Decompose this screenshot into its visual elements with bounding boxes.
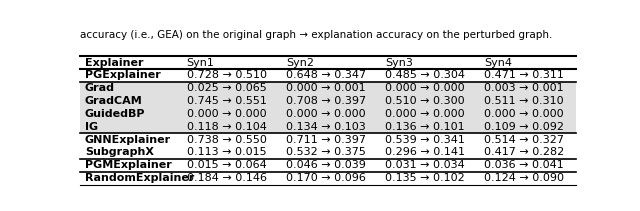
Bar	[80, 82, 576, 133]
Text: 0.738 → 0.550: 0.738 → 0.550	[187, 135, 266, 145]
Text: GradCAM: GradCAM	[85, 96, 143, 106]
Text: 0.000 → 0.000: 0.000 → 0.000	[286, 109, 365, 119]
Text: 0.648 → 0.347: 0.648 → 0.347	[286, 70, 366, 80]
Text: 0.170 → 0.096: 0.170 → 0.096	[286, 173, 365, 183]
Text: GNNExplainer: GNNExplainer	[85, 135, 171, 145]
Text: 0.511 → 0.310: 0.511 → 0.310	[484, 96, 564, 106]
Text: 0.184 → 0.146: 0.184 → 0.146	[187, 173, 267, 183]
Text: Syn2: Syn2	[286, 58, 314, 68]
Text: PGExplainer: PGExplainer	[85, 70, 161, 80]
Text: 0.134 → 0.103: 0.134 → 0.103	[286, 122, 365, 132]
Text: 0.000 → 0.000: 0.000 → 0.000	[385, 83, 465, 93]
Text: 0.485 → 0.304: 0.485 → 0.304	[385, 70, 465, 80]
Text: 0.000 → 0.000: 0.000 → 0.000	[385, 109, 465, 119]
Text: 0.118 → 0.104: 0.118 → 0.104	[187, 122, 266, 132]
Text: 0.510 → 0.300: 0.510 → 0.300	[385, 96, 465, 106]
Text: 0.124 → 0.090: 0.124 → 0.090	[484, 173, 564, 183]
Text: 0.136 → 0.101: 0.136 → 0.101	[385, 122, 465, 132]
Text: Grad: Grad	[85, 83, 115, 93]
Text: 0.728 → 0.510: 0.728 → 0.510	[187, 70, 267, 80]
Text: IG: IG	[85, 122, 98, 132]
Text: 0.025 → 0.065: 0.025 → 0.065	[187, 83, 266, 93]
Text: Explainer: Explainer	[85, 58, 143, 68]
Text: accuracy (i.e., GEA) on the original graph → explanation accuracy on the perturb: accuracy (i.e., GEA) on the original gra…	[80, 30, 552, 40]
Text: 0.135 → 0.102: 0.135 → 0.102	[385, 173, 465, 183]
Text: GuidedBP: GuidedBP	[85, 109, 145, 119]
Text: 0.296 → 0.141: 0.296 → 0.141	[385, 147, 465, 157]
Text: 0.745 → 0.551: 0.745 → 0.551	[187, 96, 266, 106]
Text: 0.003 → 0.001: 0.003 → 0.001	[484, 83, 564, 93]
Text: 0.471 → 0.311: 0.471 → 0.311	[484, 70, 564, 80]
Text: 0.539 → 0.341: 0.539 → 0.341	[385, 135, 465, 145]
Text: 0.532 → 0.375: 0.532 → 0.375	[286, 147, 365, 157]
Text: 0.514 → 0.327: 0.514 → 0.327	[484, 135, 564, 145]
Text: 0.711 → 0.397: 0.711 → 0.397	[286, 135, 366, 145]
Text: 0.015 → 0.064: 0.015 → 0.064	[187, 160, 266, 170]
Text: Syn4: Syn4	[484, 58, 512, 68]
Text: RandomExplainer: RandomExplainer	[85, 173, 195, 183]
Text: 0.000 → 0.000: 0.000 → 0.000	[484, 109, 564, 119]
Text: 0.031 → 0.034: 0.031 → 0.034	[385, 160, 465, 170]
Text: Syn1: Syn1	[187, 58, 214, 68]
Text: 0.113 → 0.015: 0.113 → 0.015	[187, 147, 266, 157]
Text: 0.109 → 0.092: 0.109 → 0.092	[484, 122, 564, 132]
Text: 0.000 → 0.000: 0.000 → 0.000	[187, 109, 266, 119]
Text: 0.417 → 0.282: 0.417 → 0.282	[484, 147, 564, 157]
Text: Syn3: Syn3	[385, 58, 413, 68]
Text: SubgraphX: SubgraphX	[85, 147, 154, 157]
Text: 0.036 → 0.041: 0.036 → 0.041	[484, 160, 564, 170]
Text: 0.046 → 0.039: 0.046 → 0.039	[286, 160, 365, 170]
Text: 0.708 → 0.397: 0.708 → 0.397	[286, 96, 366, 106]
Text: 0.000 → 0.001: 0.000 → 0.001	[286, 83, 365, 93]
Text: PGMExplainer: PGMExplainer	[85, 160, 172, 170]
